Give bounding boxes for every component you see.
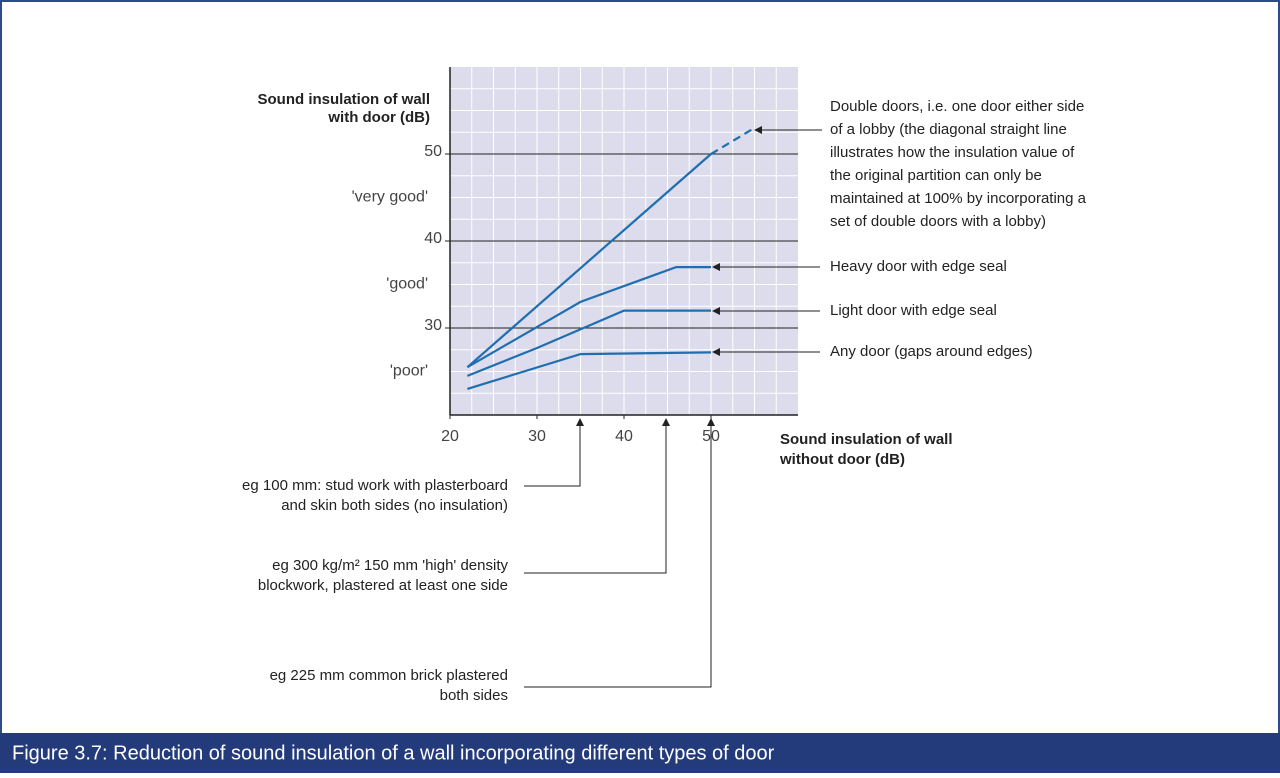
y-tick-label: 30: [424, 317, 442, 334]
y-axis-label: with door (dB): [327, 109, 430, 126]
note-text: blockwork, plastered at least one side: [258, 577, 508, 594]
x-axis-label: without door (dB): [779, 451, 905, 468]
caption: Figure 3.7: Reduction of sound insulatio…: [12, 742, 775, 764]
series-line: [466, 266, 711, 369]
band-label: 'poor': [390, 363, 428, 380]
x-axis-label: Sound insulation of wall: [780, 431, 953, 448]
note-arrow: [524, 418, 715, 688]
y-tick-label: 40: [424, 230, 442, 247]
note-text: of a lobby (the diagonal straight line: [830, 121, 1067, 138]
x-tick-label: 30: [528, 428, 546, 445]
note-text: eg 225 mm common brick plastered: [270, 667, 508, 684]
band-label: 'very good': [352, 189, 428, 206]
y-axis-label: Sound insulation of wall: [258, 91, 431, 108]
note-text: both sides: [440, 687, 508, 704]
caption-bar: [0, 733, 1280, 773]
x-tick-label: 20: [441, 428, 459, 445]
note-text: and skin both sides (no insulation): [281, 497, 508, 514]
band-label: 'good': [386, 276, 428, 293]
series-line: [466, 153, 712, 368]
note-arrow: [524, 418, 670, 574]
note-arrow: [524, 418, 584, 487]
x-tick-label: 40: [615, 428, 633, 445]
series-line: [467, 351, 712, 390]
y-tick-label: 50: [424, 143, 442, 160]
note-text: illustrates how the insulation value of: [830, 144, 1075, 161]
series-line: [466, 309, 711, 377]
note-text: Heavy door with edge seal: [830, 258, 1007, 275]
note-text: Double doors, i.e. one door either side: [830, 98, 1084, 115]
note-text: eg 300 kg/m² 150 mm 'high' density: [272, 557, 508, 574]
note-text: set of double doors with a lobby): [830, 213, 1046, 230]
series-line: [710, 126, 756, 155]
note-text: maintained at 100% by incorporating a: [830, 190, 1087, 207]
note-text: the original partition can only be: [830, 167, 1042, 184]
note-text: Light door with edge seal: [830, 302, 997, 319]
note-text: eg 100 mm: stud work with plasterboard: [242, 477, 508, 494]
note-text: Any door (gaps around edges): [830, 343, 1033, 360]
